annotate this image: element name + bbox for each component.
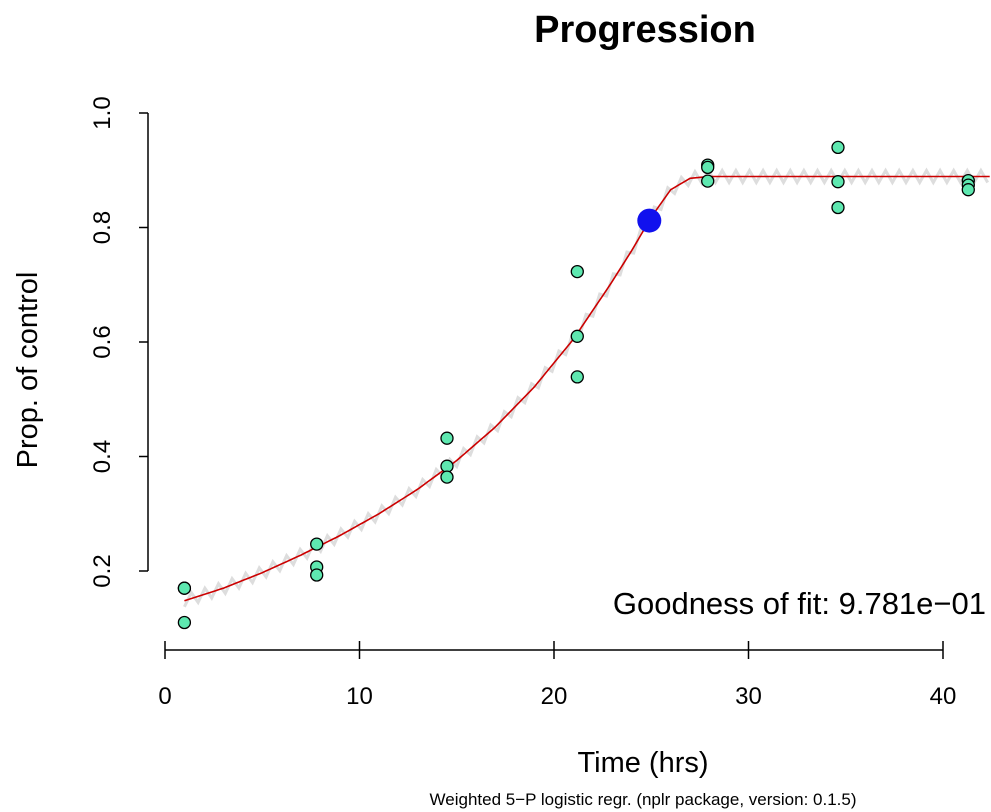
fit-curve — [184, 175, 990, 602]
inflection-point — [637, 208, 662, 233]
data-point-16 — [831, 175, 845, 189]
x-tick-label-3: 30 — [735, 683, 762, 710]
data-point-14 — [701, 174, 715, 188]
data-point-8 — [440, 470, 454, 484]
x-axis-label: Time (hrs) — [577, 747, 708, 779]
y-axis: 0.2 0.4 0.6 0.8 1.0 — [89, 96, 149, 588]
goodness-of-fit-annotation: Goodness of fit: 9.781e−01 — [613, 586, 986, 621]
y-tick-label-4: 1.0 — [89, 96, 116, 129]
x-tick-label-1: 10 — [346, 683, 373, 710]
data-point-1 — [177, 581, 192, 595]
confidence-band — [183, 167, 990, 608]
data-point-15 — [831, 140, 845, 155]
data-point-9 — [570, 264, 584, 279]
data-point-5 — [310, 568, 324, 582]
fit-curve-line — [184, 175, 990, 602]
y-axis-label: Prop. of control — [12, 272, 44, 469]
data-point-17 — [831, 200, 845, 215]
data-point-13 — [701, 160, 715, 175]
x-axis: 0 10 20 30 40 — [158, 641, 956, 710]
y-tick-label-2: 0.6 — [89, 325, 116, 358]
y-tick-label-3: 0.8 — [89, 211, 116, 244]
data-point-20 — [961, 183, 975, 197]
data-points — [177, 140, 975, 630]
data-point-10 — [570, 329, 584, 343]
y-tick-label-1: 0.4 — [89, 440, 116, 473]
data-point-2 — [177, 615, 192, 630]
chart-subtitle: Weighted 5−P logistic regr. (nplr packag… — [430, 790, 857, 809]
data-point-7 — [440, 459, 454, 473]
data-point-3 — [310, 537, 324, 551]
data-point-11 — [570, 370, 584, 384]
inflection-point-group — [637, 208, 662, 233]
confidence-band-path — [183, 167, 990, 608]
data-point-6 — [440, 431, 454, 445]
x-tick-label-0: 0 — [158, 683, 171, 710]
y-tick-label-0: 0.2 — [89, 554, 116, 587]
x-tick-label-4: 40 — [930, 683, 957, 710]
x-tick-label-2: 20 — [541, 683, 568, 710]
chart-title: Progression — [534, 9, 756, 51]
